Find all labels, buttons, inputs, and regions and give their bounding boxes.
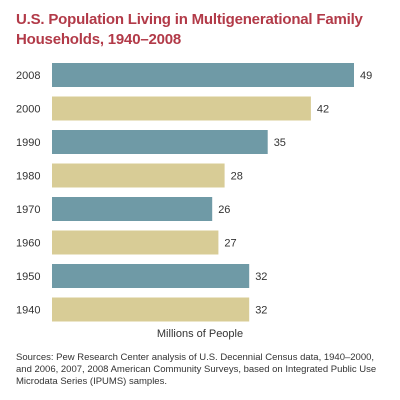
y-tick-label-1980: 1980 [16, 171, 40, 183]
value-label-1970: 26 [218, 204, 230, 216]
bars-layer: 2008 49 2000 42 1990 35 1980 28 1970 26 1960 27 1950… [16, 63, 372, 322]
value-label-1940: 32 [255, 305, 267, 317]
y-tick-label-1960: 1960 [16, 238, 40, 250]
bar-1990 [52, 130, 268, 154]
y-tick-label-1950: 1950 [16, 271, 40, 283]
bar-1970 [52, 197, 213, 221]
x-axis-label: Millions of People [157, 328, 243, 340]
value-label-1990: 35 [274, 137, 286, 149]
bar-1950 [52, 264, 250, 288]
bar-2008 [52, 63, 354, 87]
chart-title-line-2: Households, 1940–2008 [16, 31, 182, 48]
bar-1980 [52, 163, 225, 188]
y-tick-label-1940: 1940 [16, 305, 40, 317]
value-label-1950: 32 [255, 271, 267, 283]
bar-1960 [52, 230, 219, 255]
value-label-2000: 42 [317, 104, 329, 116]
value-label-2008: 49 [360, 70, 372, 82]
y-tick-label-2008: 2008 [16, 70, 40, 82]
chart-title: U.S. Population Living in Multigeneratio… [16, 10, 386, 50]
value-label-1980: 28 [231, 171, 243, 183]
chart-title-line-1: U.S. Population Living in Multigeneratio… [16, 11, 363, 28]
y-tick-label-1970: 1970 [16, 204, 40, 216]
y-tick-label-2000: 2000 [16, 104, 40, 116]
y-tick-label-1990: 1990 [16, 137, 40, 149]
value-label-1960: 27 [224, 238, 236, 250]
bar-2000 [52, 96, 311, 121]
sources-note: Sources: Pew Research Center analysis of… [16, 352, 377, 387]
bar-1940 [52, 297, 250, 322]
